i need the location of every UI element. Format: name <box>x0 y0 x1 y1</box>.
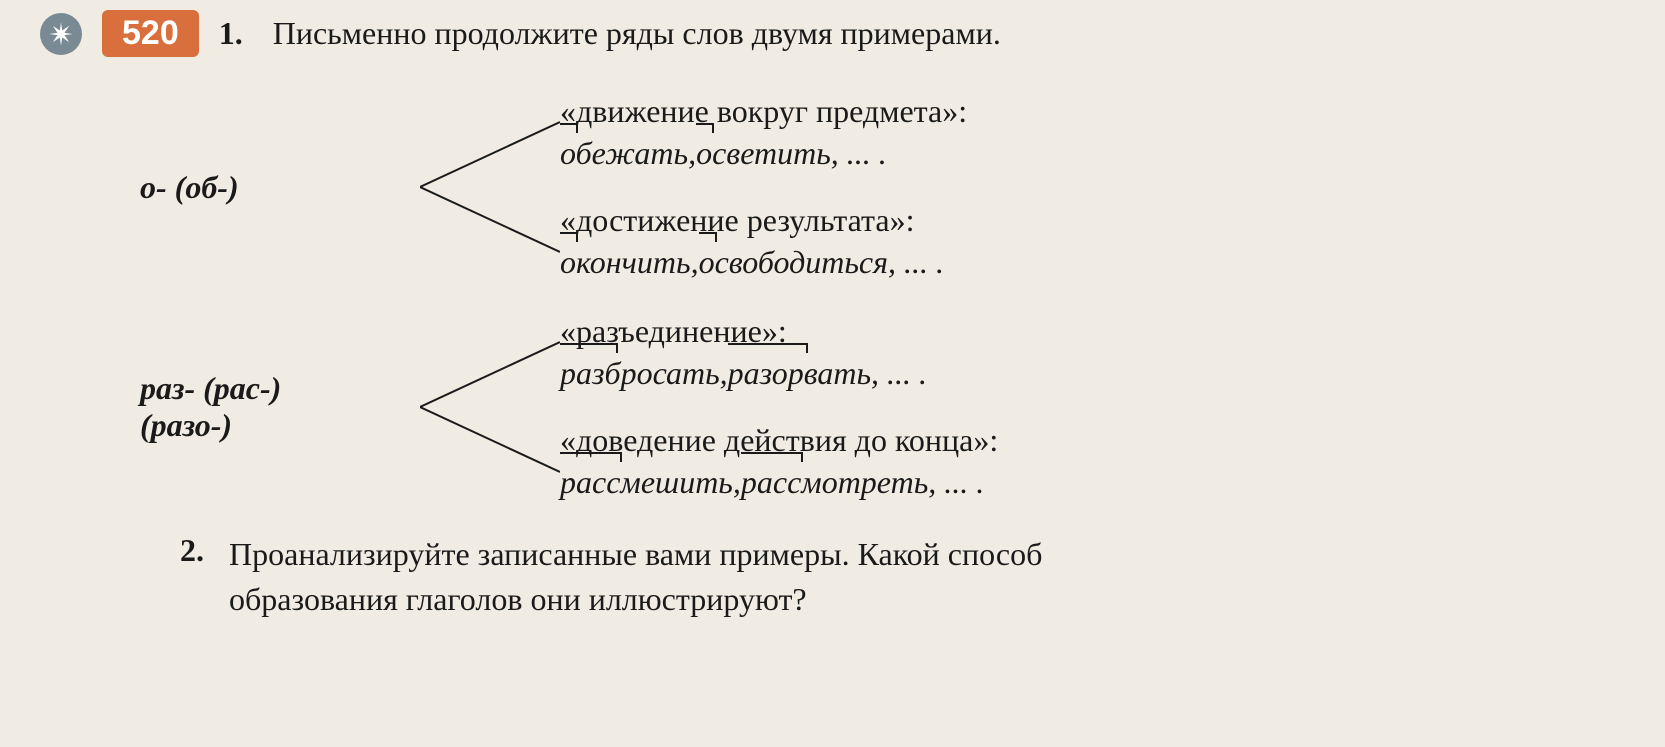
example-word: разбросать <box>560 355 720 392</box>
header-row: 520 1. Письменно продолжите ряды слов дв… <box>40 10 1625 57</box>
asterisk-icon <box>40 13 82 55</box>
exercise-number-badge: 520 <box>102 10 199 57</box>
prefix-marker-icon <box>728 343 808 353</box>
example-word: рассмотреть <box>741 464 928 501</box>
examples-line: окончить, освободиться, ... . <box>560 244 967 281</box>
meaning-block: «разъединение»:разбросать, разорвать, ..… <box>560 313 998 392</box>
examples-line: разбросать, разорвать, ... . <box>560 355 998 392</box>
prefix-label: о- (об-) <box>140 169 420 206</box>
example-word: обежать <box>560 135 688 172</box>
prefix-marker-icon <box>741 452 803 462</box>
task2-number: 2. <box>180 532 204 569</box>
example-word: осветить <box>696 135 831 172</box>
prefix-marker-icon <box>560 123 578 133</box>
task1-text: Письменно продолжите ряды слов двумя при… <box>273 15 1001 52</box>
meaning-block: «достижение результата»: окончить, освобо… <box>560 202 967 281</box>
meanings-column: «движение вокруг предмета»: обежать, осве… <box>560 93 967 281</box>
prefix-group: о- (об-) «движение вокруг предмета»: обежа… <box>140 87 1625 287</box>
example-word: разорвать <box>728 355 871 392</box>
examples-line: рассмешить, рассмотреть, ... . <box>560 464 998 501</box>
prefix-label: раз- (рас-)(разо-) <box>140 370 420 444</box>
examples-line: обежать, осветить, ... . <box>560 135 967 172</box>
bracket-lines-icon <box>420 87 560 287</box>
example-word: освободиться <box>699 244 888 281</box>
trailing-text: , ... . <box>888 244 944 281</box>
meaning-title: «движение вокруг предмета»: <box>560 93 967 130</box>
trailing-text: , ... . <box>871 355 927 392</box>
task1-number: 1. <box>219 15 243 52</box>
trailing-text: , ... . <box>928 464 984 501</box>
prefix-marker-icon <box>560 232 578 242</box>
trailing-text: , ... . <box>831 135 887 172</box>
meanings-column: «разъединение»:разбросать, разорвать, ..… <box>560 313 998 501</box>
example-word: окончить <box>560 244 691 281</box>
prefix-marker-icon <box>560 343 618 353</box>
prefix-group: раз- (рас-)(разо-) «разъединение»:разброс… <box>140 307 1625 507</box>
example-word: рассмешить <box>560 464 733 501</box>
prefix-marker-icon <box>560 452 622 462</box>
task2-text: Проанализируйте записанные вами примеры.… <box>229 532 1042 622</box>
meaning-block: «доведение действия до конца»:рассмешить… <box>560 422 998 501</box>
task2-row: 2. Проанализируйте записанные вами приме… <box>180 532 1625 622</box>
meaning-block: «движение вокруг предмета»: обежать, осве… <box>560 93 967 172</box>
prefix-marker-icon <box>696 123 714 133</box>
meaning-title: «достижение результата»: <box>560 202 967 239</box>
bracket-lines-icon <box>420 307 560 507</box>
content-area: о- (об-) «движение вокруг предмета»: обежа… <box>140 87 1625 507</box>
prefix-marker-icon <box>699 232 717 242</box>
